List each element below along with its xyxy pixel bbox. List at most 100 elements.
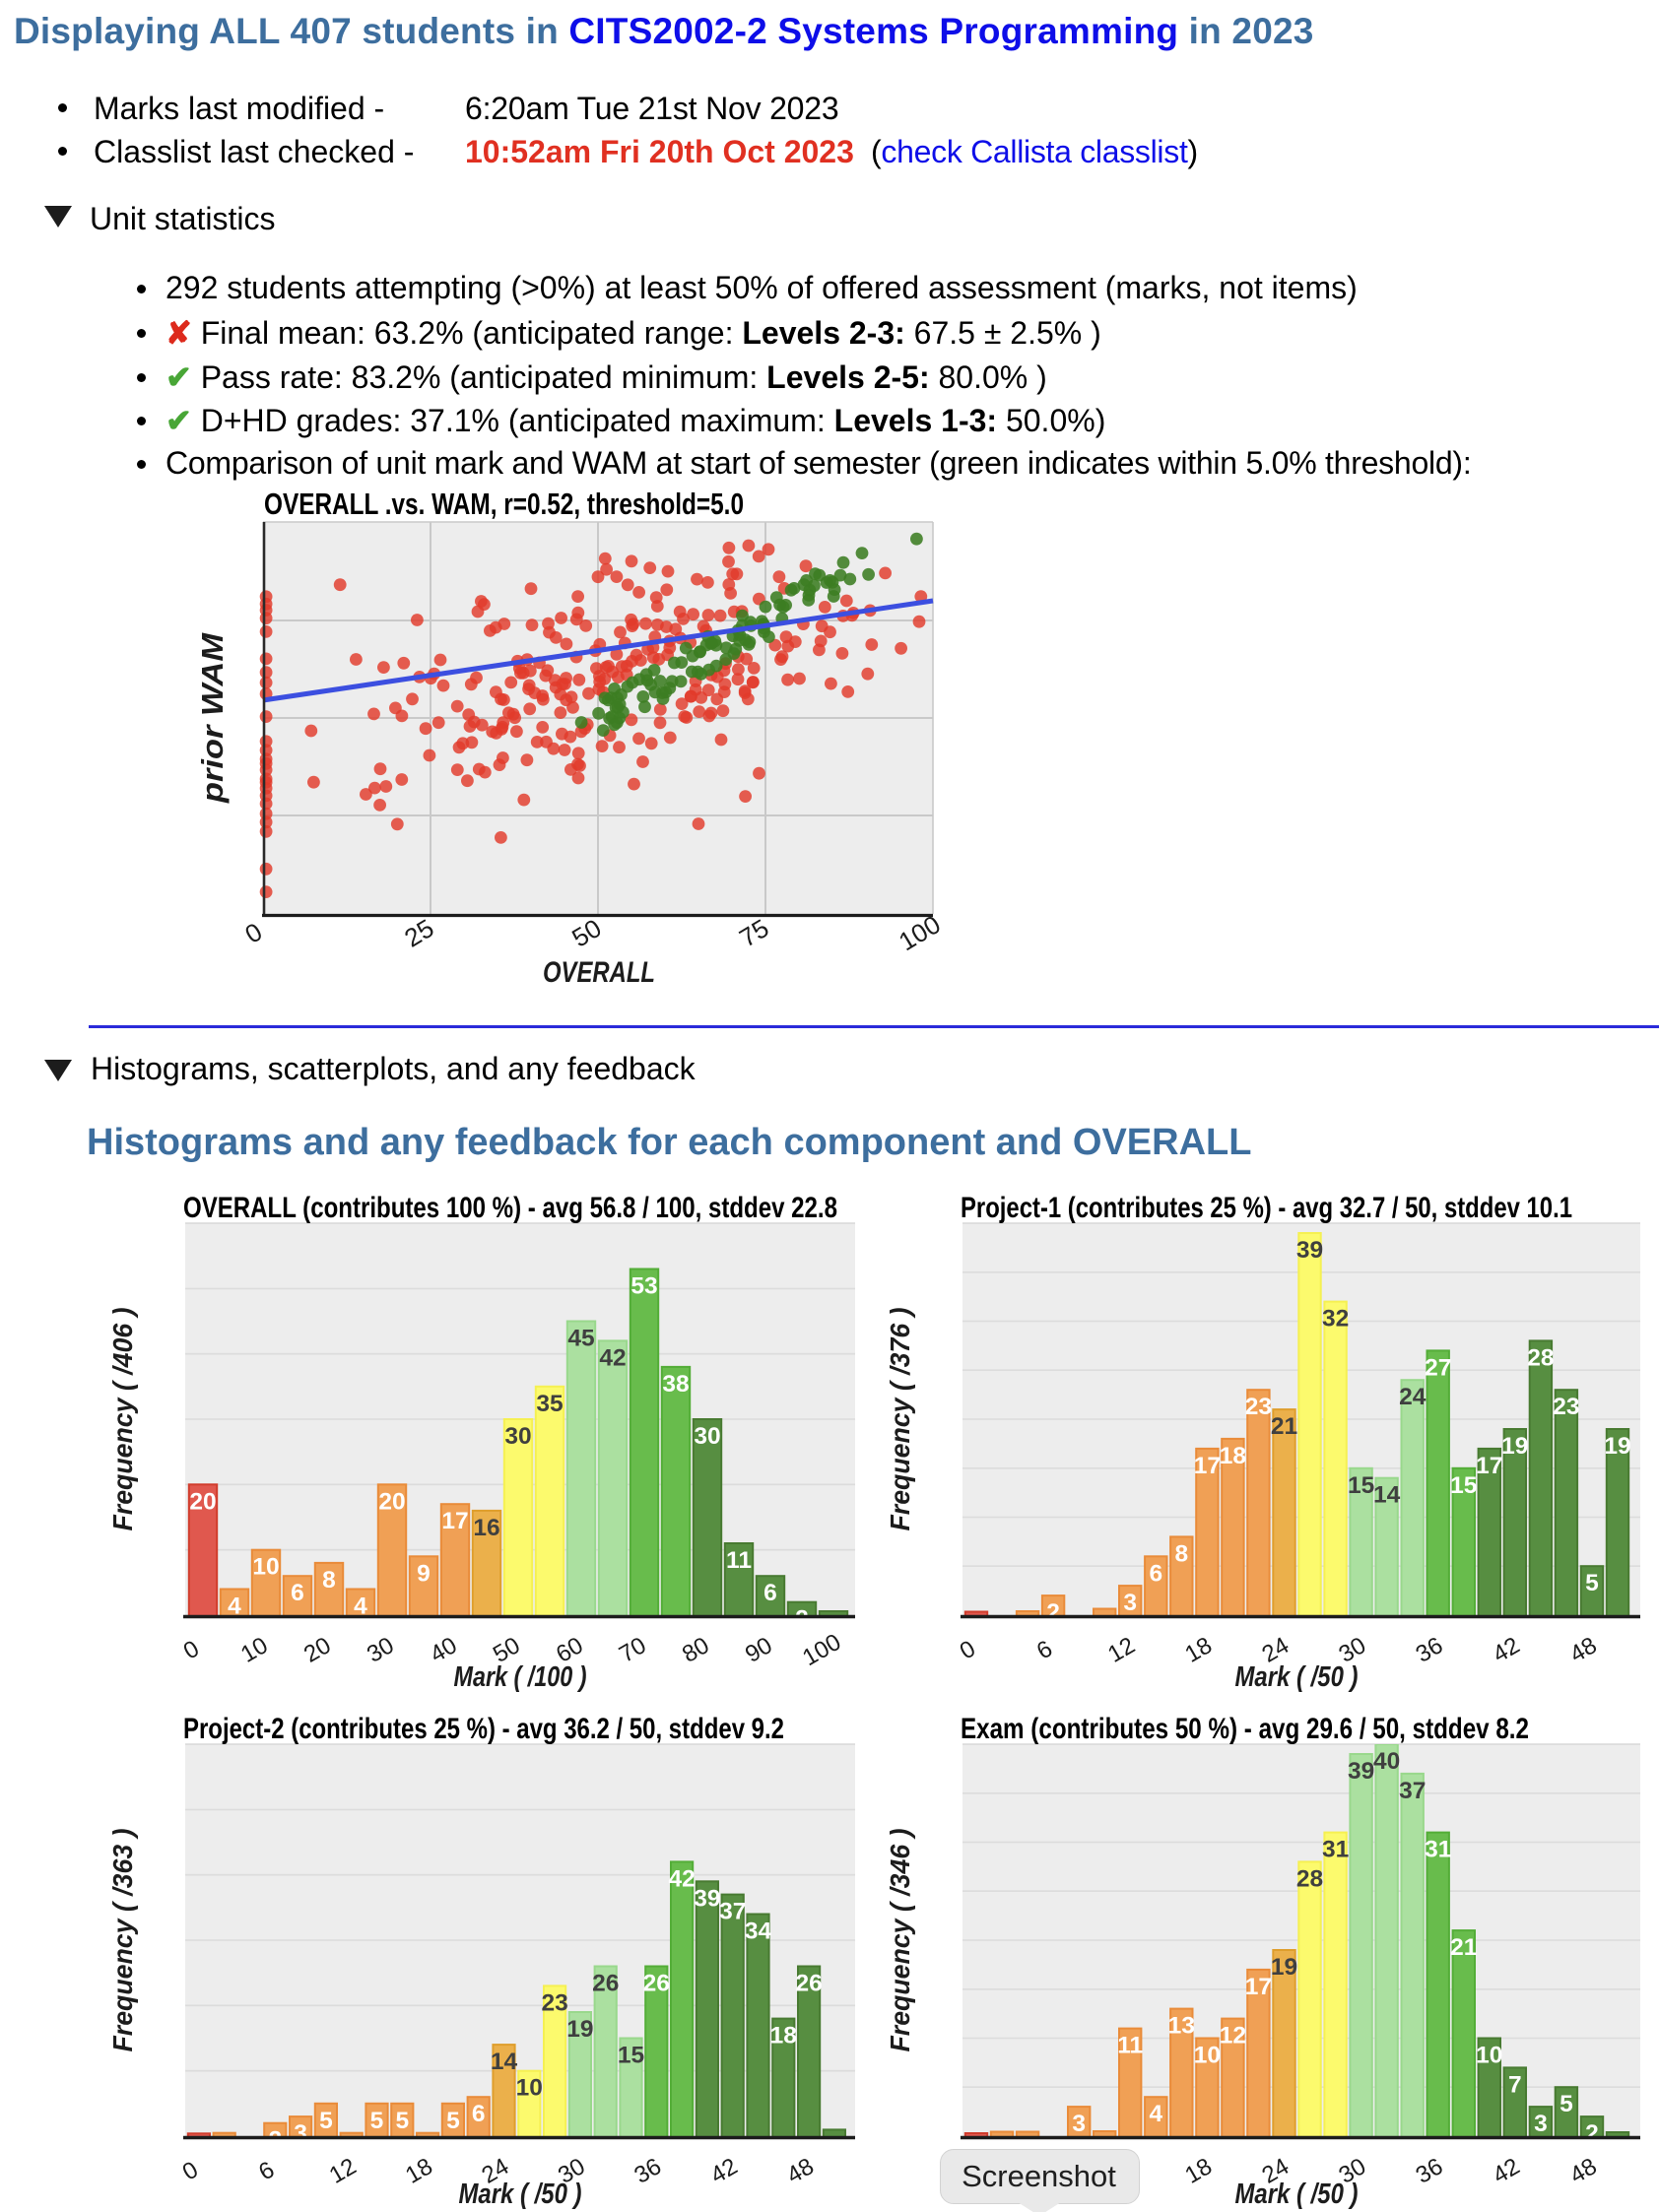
svg-text:11: 11 bbox=[726, 1547, 752, 1574]
svg-text:9: 9 bbox=[417, 1560, 431, 1587]
svg-text:2: 2 bbox=[1046, 1599, 1060, 1626]
svg-text:Project-2 (contributes 25 %) -: Project-2 (contributes 25 %) - avg 36.2 … bbox=[183, 1713, 784, 1745]
svg-text:5: 5 bbox=[370, 2108, 384, 2134]
svg-text:18: 18 bbox=[401, 2153, 437, 2189]
svg-text:12: 12 bbox=[1103, 1632, 1140, 1668]
svg-text:75: 75 bbox=[734, 913, 773, 953]
svg-text:8: 8 bbox=[1174, 1540, 1188, 1567]
svg-text:5: 5 bbox=[319, 2108, 333, 2134]
svg-text:6: 6 bbox=[254, 2156, 279, 2185]
svg-text:20: 20 bbox=[299, 1632, 336, 1668]
svg-text:23: 23 bbox=[1245, 1394, 1272, 1420]
svg-text:26: 26 bbox=[643, 1971, 670, 1997]
svg-text:0: 0 bbox=[178, 2156, 203, 2185]
svg-text:15: 15 bbox=[1348, 1472, 1374, 1499]
svg-text:19: 19 bbox=[1271, 1954, 1297, 1981]
svg-text:17: 17 bbox=[441, 1508, 468, 1534]
svg-text:15: 15 bbox=[618, 2043, 644, 2069]
svg-text:6: 6 bbox=[763, 1580, 777, 1606]
svg-text:28: 28 bbox=[1296, 1865, 1323, 1892]
svg-text:31: 31 bbox=[1425, 1837, 1451, 1863]
svg-text:OVERALL: OVERALL bbox=[543, 956, 655, 989]
svg-text:26: 26 bbox=[592, 1971, 619, 1997]
svg-text:48: 48 bbox=[1565, 1632, 1602, 1668]
svg-text:Mark ( /100 ): Mark ( /100 ) bbox=[454, 1661, 587, 1693]
svg-text:4: 4 bbox=[228, 1594, 241, 1620]
svg-text:10: 10 bbox=[1476, 2043, 1502, 2069]
svg-text:14: 14 bbox=[491, 2049, 518, 2075]
svg-text:17: 17 bbox=[1245, 1974, 1272, 2000]
svg-text:23: 23 bbox=[1553, 1394, 1579, 1420]
svg-text:36: 36 bbox=[1412, 2153, 1448, 2189]
svg-text:42: 42 bbox=[706, 2153, 743, 2189]
svg-text:10: 10 bbox=[252, 1554, 279, 1581]
svg-text:20: 20 bbox=[189, 1488, 216, 1515]
svg-text:18: 18 bbox=[1220, 1443, 1246, 1469]
svg-text:18: 18 bbox=[1180, 1632, 1217, 1668]
svg-text:13: 13 bbox=[1168, 2013, 1195, 2040]
svg-text:100: 100 bbox=[798, 1629, 845, 1671]
svg-text:40: 40 bbox=[1373, 1748, 1400, 1775]
svg-text:34: 34 bbox=[745, 1919, 772, 1945]
svg-text:3: 3 bbox=[1072, 2111, 1086, 2137]
svg-text:30: 30 bbox=[504, 1423, 531, 1450]
svg-text:Project-1 (contributes 25 %) -: Project-1 (contributes 25 %) - avg 32.7 … bbox=[961, 1192, 1572, 1224]
svg-text:45: 45 bbox=[567, 1326, 594, 1352]
svg-text:19: 19 bbox=[566, 2016, 593, 2043]
svg-text:6: 6 bbox=[472, 2101, 486, 2127]
svg-text:11: 11 bbox=[1117, 2033, 1143, 2059]
svg-text:5: 5 bbox=[1559, 2091, 1573, 2117]
svg-text:39: 39 bbox=[694, 1885, 720, 1912]
svg-text:2: 2 bbox=[268, 2127, 282, 2154]
svg-text:2: 2 bbox=[1585, 2120, 1599, 2147]
svg-text:19: 19 bbox=[1604, 1433, 1630, 1460]
svg-text:26: 26 bbox=[795, 1971, 822, 1997]
svg-text:39: 39 bbox=[1348, 1758, 1374, 1785]
svg-text:28: 28 bbox=[1527, 1344, 1554, 1371]
svg-text:5: 5 bbox=[1585, 1570, 1599, 1596]
svg-text:Frequency ( /363 ): Frequency ( /363 ) bbox=[107, 1829, 138, 2052]
svg-text:50: 50 bbox=[566, 913, 606, 953]
svg-text:0: 0 bbox=[179, 1635, 204, 1664]
svg-text:4: 4 bbox=[354, 1594, 367, 1620]
svg-text:Frequency ( /406 ): Frequency ( /406 ) bbox=[107, 1308, 138, 1531]
svg-text:2: 2 bbox=[795, 1606, 809, 1633]
svg-text:38: 38 bbox=[662, 1371, 689, 1398]
svg-text:90: 90 bbox=[741, 1632, 777, 1668]
svg-text:36: 36 bbox=[1412, 1632, 1448, 1668]
svg-text:23: 23 bbox=[541, 1989, 567, 2016]
svg-text:OVERALL (contributes 100 %) -: OVERALL (contributes 100 %) - avg 56.8 /… bbox=[183, 1192, 837, 1224]
svg-text:prior WAM: prior WAM bbox=[195, 632, 230, 804]
svg-text:0: 0 bbox=[956, 1635, 980, 1664]
svg-text:10: 10 bbox=[236, 1632, 273, 1668]
svg-text:6: 6 bbox=[1032, 1635, 1057, 1664]
svg-text:42: 42 bbox=[599, 1344, 626, 1371]
svg-text:42: 42 bbox=[668, 1865, 695, 1892]
svg-text:3: 3 bbox=[1123, 1590, 1137, 1616]
svg-text:6: 6 bbox=[291, 1580, 304, 1606]
svg-text:5: 5 bbox=[446, 2108, 460, 2134]
svg-text:10: 10 bbox=[516, 2075, 543, 2102]
svg-text:5: 5 bbox=[395, 2108, 409, 2134]
svg-text:8: 8 bbox=[322, 1567, 336, 1594]
svg-text:42: 42 bbox=[1489, 1632, 1525, 1668]
svg-text:12: 12 bbox=[325, 2153, 362, 2189]
svg-text:17: 17 bbox=[1476, 1453, 1502, 1479]
svg-text:48: 48 bbox=[1565, 2153, 1602, 2189]
svg-text:OVERALL .vs. WAM, r=0.52, thre: OVERALL .vs. WAM, r=0.52, threshold=5.0 bbox=[264, 487, 744, 521]
svg-text:Frequency ( /376 ): Frequency ( /376 ) bbox=[885, 1308, 915, 1531]
svg-text:0: 0 bbox=[239, 917, 267, 949]
svg-text:53: 53 bbox=[630, 1273, 657, 1300]
svg-text:14: 14 bbox=[1373, 1482, 1401, 1509]
svg-text:24: 24 bbox=[1399, 1384, 1427, 1410]
svg-text:42: 42 bbox=[1489, 2153, 1525, 2189]
svg-text:6: 6 bbox=[1149, 1560, 1162, 1587]
svg-text:37: 37 bbox=[1399, 1778, 1426, 1804]
svg-text:18: 18 bbox=[770, 2023, 797, 2049]
svg-text:7: 7 bbox=[1508, 2071, 1522, 2098]
svg-text:39: 39 bbox=[1296, 1237, 1323, 1264]
svg-text:16: 16 bbox=[473, 1515, 499, 1541]
svg-text:32: 32 bbox=[1322, 1306, 1349, 1333]
svg-text:19: 19 bbox=[1501, 1433, 1528, 1460]
svg-text:20: 20 bbox=[378, 1488, 405, 1515]
